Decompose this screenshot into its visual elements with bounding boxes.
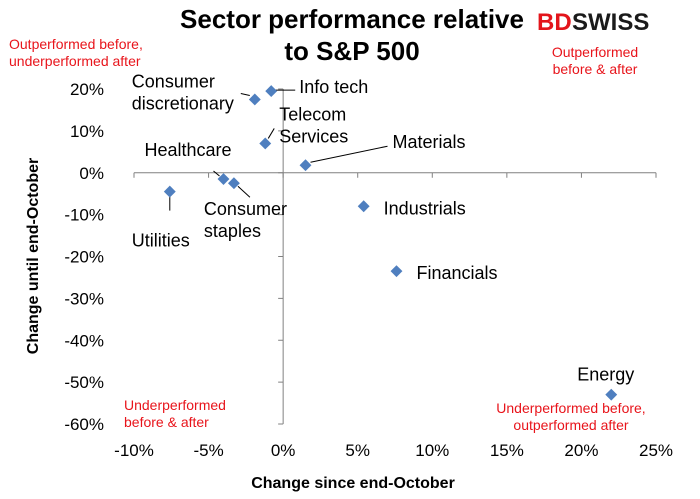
- y-tick-label: -10%: [64, 206, 104, 225]
- y-tick-label: -60%: [64, 415, 104, 434]
- logo-bd-text: BD: [537, 9, 572, 36]
- x-tick-label: 20%: [564, 441, 598, 460]
- quadrant-note-top-right: before & after: [553, 61, 638, 77]
- x-axis-title: Change since end-October: [251, 475, 455, 492]
- y-tick-label: 0%: [79, 164, 104, 183]
- logo-swiss-text: SWISS: [572, 9, 649, 36]
- y-axis-title: Change until end-October: [25, 158, 42, 354]
- x-tick-label: 5%: [345, 441, 370, 460]
- y-tick-label: -50%: [64, 373, 104, 392]
- data-point: [265, 85, 278, 98]
- data-points: [163, 85, 618, 401]
- leader-line: [310, 145, 388, 163]
- y-tick-label: -30%: [64, 289, 104, 308]
- quadrant-note-bottom-right: outperformed after: [513, 417, 629, 433]
- axes: [133, 88, 657, 425]
- data-point: [357, 200, 370, 213]
- point-label: Telecom: [279, 104, 346, 124]
- x-tick-label: -10%: [114, 441, 154, 460]
- point-labels: Info techConsumerdiscretionaryTelecomSer…: [132, 71, 634, 384]
- quadrant-note-top-left: Outperformed before,: [9, 36, 143, 52]
- quadrant-note-bottom-left: Underperformed: [124, 397, 226, 413]
- data-point: [605, 388, 618, 401]
- data-point: [163, 185, 176, 198]
- point-label: Financials: [416, 263, 497, 283]
- quadrant-note-top-left: underperformed after: [9, 53, 141, 69]
- y-tick-label: 10%: [70, 122, 104, 141]
- point-label: discretionary: [132, 93, 234, 113]
- leader-line: [213, 170, 220, 177]
- point-label: Energy: [577, 365, 634, 385]
- y-tick-label: -40%: [64, 331, 104, 350]
- leader-lines: [169, 89, 388, 211]
- y-tick-label: 20%: [70, 80, 104, 99]
- chart-title-line-2: to S&P 500: [284, 36, 419, 66]
- data-point: [227, 177, 240, 190]
- tick-labels: -10% -5% 0% 5% 10% 15% 20% 25% 20% 10% 0% -10% -20% -…: [64, 80, 673, 460]
- quadrant-notes: Outperformed before,underperformed after…: [9, 36, 646, 433]
- data-point: [390, 265, 403, 278]
- y-tick-label: -20%: [64, 248, 104, 267]
- data-point: [299, 159, 312, 172]
- point-label: Services: [279, 126, 348, 146]
- x-tick-label: 25%: [639, 441, 673, 460]
- leader-line: [267, 128, 275, 139]
- chart-title-line-1: Sector performance relative: [180, 4, 524, 34]
- point-label: Consumer: [204, 199, 287, 219]
- data-point: [259, 137, 272, 150]
- data-point: [217, 173, 230, 185]
- quadrant-note-bottom-right: Underperformed before,: [496, 400, 645, 416]
- x-tick-label: 15%: [490, 441, 524, 460]
- point-label: Utilities: [132, 231, 190, 251]
- leader-line: [240, 92, 250, 96]
- quadrant-note-top-right: Outperformed: [552, 44, 638, 60]
- x-tick-label: -5%: [193, 441, 223, 460]
- point-label: Industrials: [384, 198, 466, 218]
- point-label: Info tech: [299, 77, 368, 97]
- point-label: Healthcare: [144, 140, 231, 160]
- point-label: staples: [204, 221, 261, 241]
- x-tick-label: 10%: [415, 441, 449, 460]
- point-label: Materials: [393, 132, 466, 152]
- brand-logo: BD SWISS: [537, 9, 649, 36]
- leader-line: [237, 185, 251, 198]
- x-tick-label: 0%: [271, 441, 296, 460]
- quadrant-note-bottom-left: before & after: [124, 414, 209, 430]
- point-label: Consumer: [132, 71, 215, 91]
- data-point: [248, 93, 261, 106]
